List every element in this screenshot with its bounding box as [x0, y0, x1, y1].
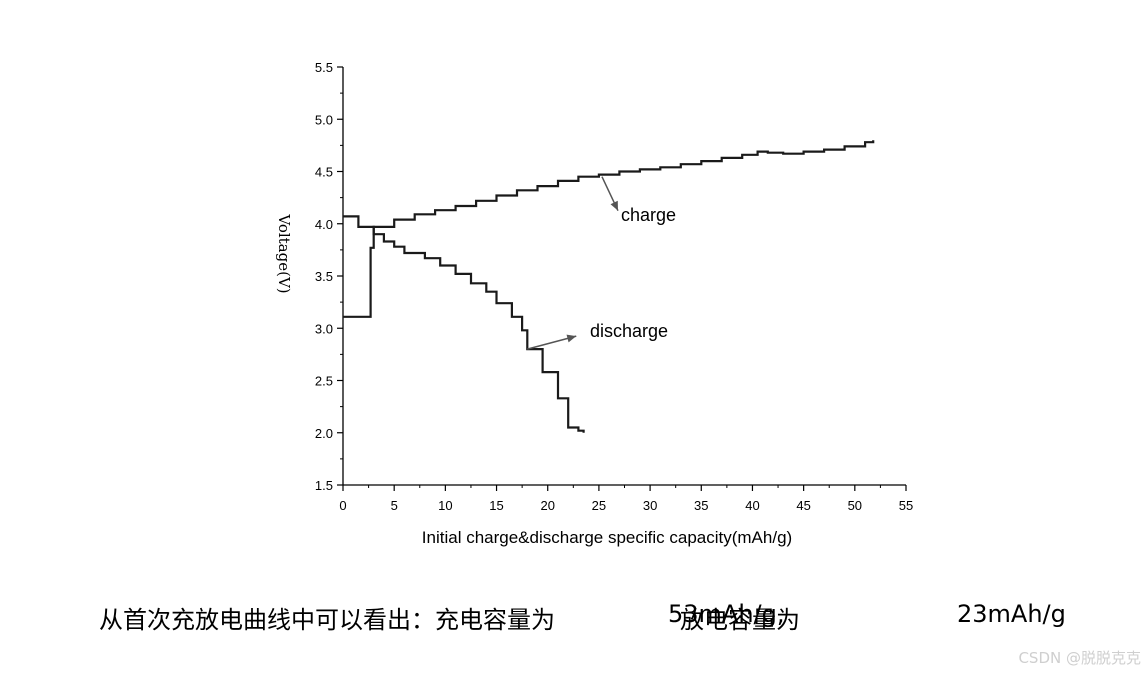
x-tick-label: 20 — [540, 498, 554, 513]
y-tick-label: 5.0 — [315, 112, 333, 127]
y-tick-label: 5.5 — [315, 60, 333, 75]
x-tick-label: 0 — [339, 498, 346, 513]
series-line-discharge — [343, 215, 585, 433]
x-axis-label: Initial charge&discharge specific capaci… — [422, 528, 792, 547]
charge-annotation-label: charge — [621, 205, 676, 225]
y-tick-label: 4.5 — [315, 165, 333, 180]
discharge-annotation-arrow-head — [566, 334, 577, 343]
x-tick-label: 45 — [796, 498, 810, 513]
y-tick-label: 3.5 — [315, 269, 333, 284]
caption-text-1: 从首次充放电曲线中可以看出：充电容量为 — [99, 606, 555, 634]
x-tick-label: 40 — [745, 498, 759, 513]
discharge-annotation-label: discharge — [590, 321, 668, 341]
x-tick-label: 15 — [489, 498, 503, 513]
y-tick-label: 2.0 — [315, 426, 333, 441]
x-tick-label: 50 — [848, 498, 862, 513]
y-axis-label: Voltage(V) — [275, 213, 293, 293]
charge-annotation-arrow-head — [610, 200, 618, 211]
x-tick-label: 35 — [694, 498, 708, 513]
series-line-charge — [343, 140, 875, 318]
y-tick-label: 4.0 — [315, 217, 333, 232]
watermark: CSDN @脱脱克克 — [1018, 649, 1141, 667]
x-tick-label: 25 — [592, 498, 606, 513]
y-tick-label: 3.0 — [315, 321, 333, 336]
y-axis-ticks: 1.5 2.0 2.5 3.0 3.5 4.0 4.5 5.0 5.5 — [315, 60, 343, 493]
caption-discharge-capacity: 23mAh/g — [957, 600, 1066, 628]
y-tick-label: 2.5 — [315, 374, 333, 389]
x-tick-label: 30 — [643, 498, 657, 513]
chart-axes — [342, 67, 906, 486]
caption-charge-capacity: 53mAh/g, — [668, 600, 785, 628]
caption: 从首次充放电曲线中可以看出：充电容量为 53mAh/g, 放电容量为 23mAh… — [99, 600, 1066, 635]
x-axis-ticks: 0 5 10 15 20 25 30 35 40 45 50 55 — [339, 485, 913, 513]
caption-text-2: 放电容量为 — [680, 606, 800, 634]
chart-series — [343, 140, 875, 433]
x-tick-label: 5 — [391, 498, 398, 513]
charge-discharge-chart: 1.5 2.0 2.5 3.0 3.5 4.0 4.5 5.0 5.5 0 5 10 15 20 25 30… — [275, 60, 913, 547]
x-tick-label: 55 — [899, 498, 913, 513]
chart-annotations: charge discharge — [527, 176, 676, 350]
y-tick-label: 1.5 — [315, 478, 333, 493]
x-tick-label: 10 — [438, 498, 452, 513]
